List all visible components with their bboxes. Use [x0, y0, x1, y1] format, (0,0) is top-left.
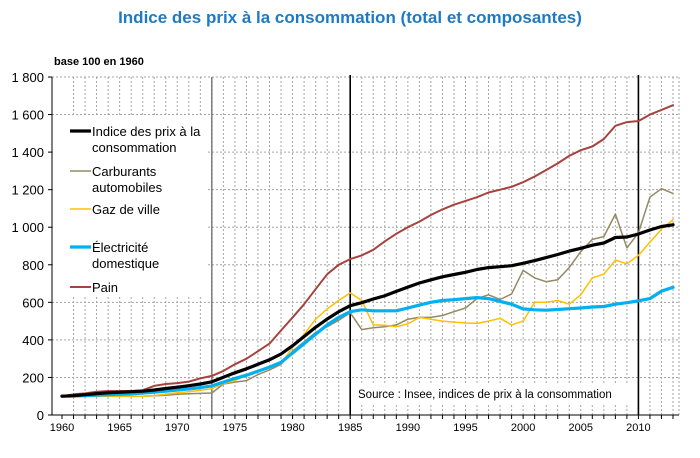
x-tick-label: 2005 [569, 422, 593, 434]
y-tick-label: 0 [37, 408, 44, 423]
y-tick-label: 1 400 [11, 145, 44, 160]
x-tick-label: 1965 [107, 422, 131, 434]
legend-label-4: Pain [92, 280, 118, 295]
x-tick-label: 1995 [453, 422, 477, 434]
y-tick-label: 400 [22, 333, 44, 348]
x-tick-label: 1975 [223, 422, 247, 434]
series-line-1 [61, 187, 674, 397]
x-tick-label: 1985 [338, 422, 362, 434]
x-tick-label: 2000 [511, 422, 535, 434]
x-tick-label: 1990 [396, 422, 420, 434]
legend-background [53, 117, 206, 295]
chart-title: Indice des prix à la consommation (total… [118, 8, 582, 27]
y-tick-label: 1 800 [11, 70, 44, 85]
chart-subtitle: base 100 en 1960 [54, 56, 144, 68]
series-line-0 [60, 223, 675, 398]
legend: Indice des prix à la consommation Carburan… [53, 117, 206, 295]
y-tick-label: 1 600 [11, 108, 44, 123]
series-line-4 [61, 104, 674, 398]
legend-label-3: Électricité domestique [92, 240, 159, 271]
y-tick-label: 600 [22, 295, 44, 310]
series-group [60, 104, 675, 398]
y-tick-label: 200 [22, 370, 44, 385]
y-tick-label: 800 [22, 258, 44, 273]
reference-lines [211, 75, 640, 415]
annotation-group: Source : Insee, indices de prix à la con… [354, 384, 630, 404]
y-tick-label: 1 200 [11, 183, 44, 198]
legend-label-2: Gaz de ville [92, 202, 160, 217]
source-annotation: Source : Insee, indices de prix à la con… [358, 389, 612, 401]
x-tick-label: 2010 [626, 422, 650, 434]
x-tick-label: 1960 [50, 422, 74, 434]
legend-label-0: Indice des prix à la consommation [92, 124, 201, 155]
x-tick-label: 1970 [165, 422, 189, 434]
annotation-background [354, 384, 630, 404]
series-line-2 [61, 218, 674, 397]
legend-label-1: Carburants automobiles [92, 164, 163, 195]
axes: 0 200 400 600 800 1 000 1 200 1 400 1 600 1 800 19… [11, 70, 679, 434]
y-tick-label: 1 000 [11, 220, 44, 235]
x-tick-label: 1980 [280, 422, 304, 434]
series-line-3 [60, 285, 675, 398]
